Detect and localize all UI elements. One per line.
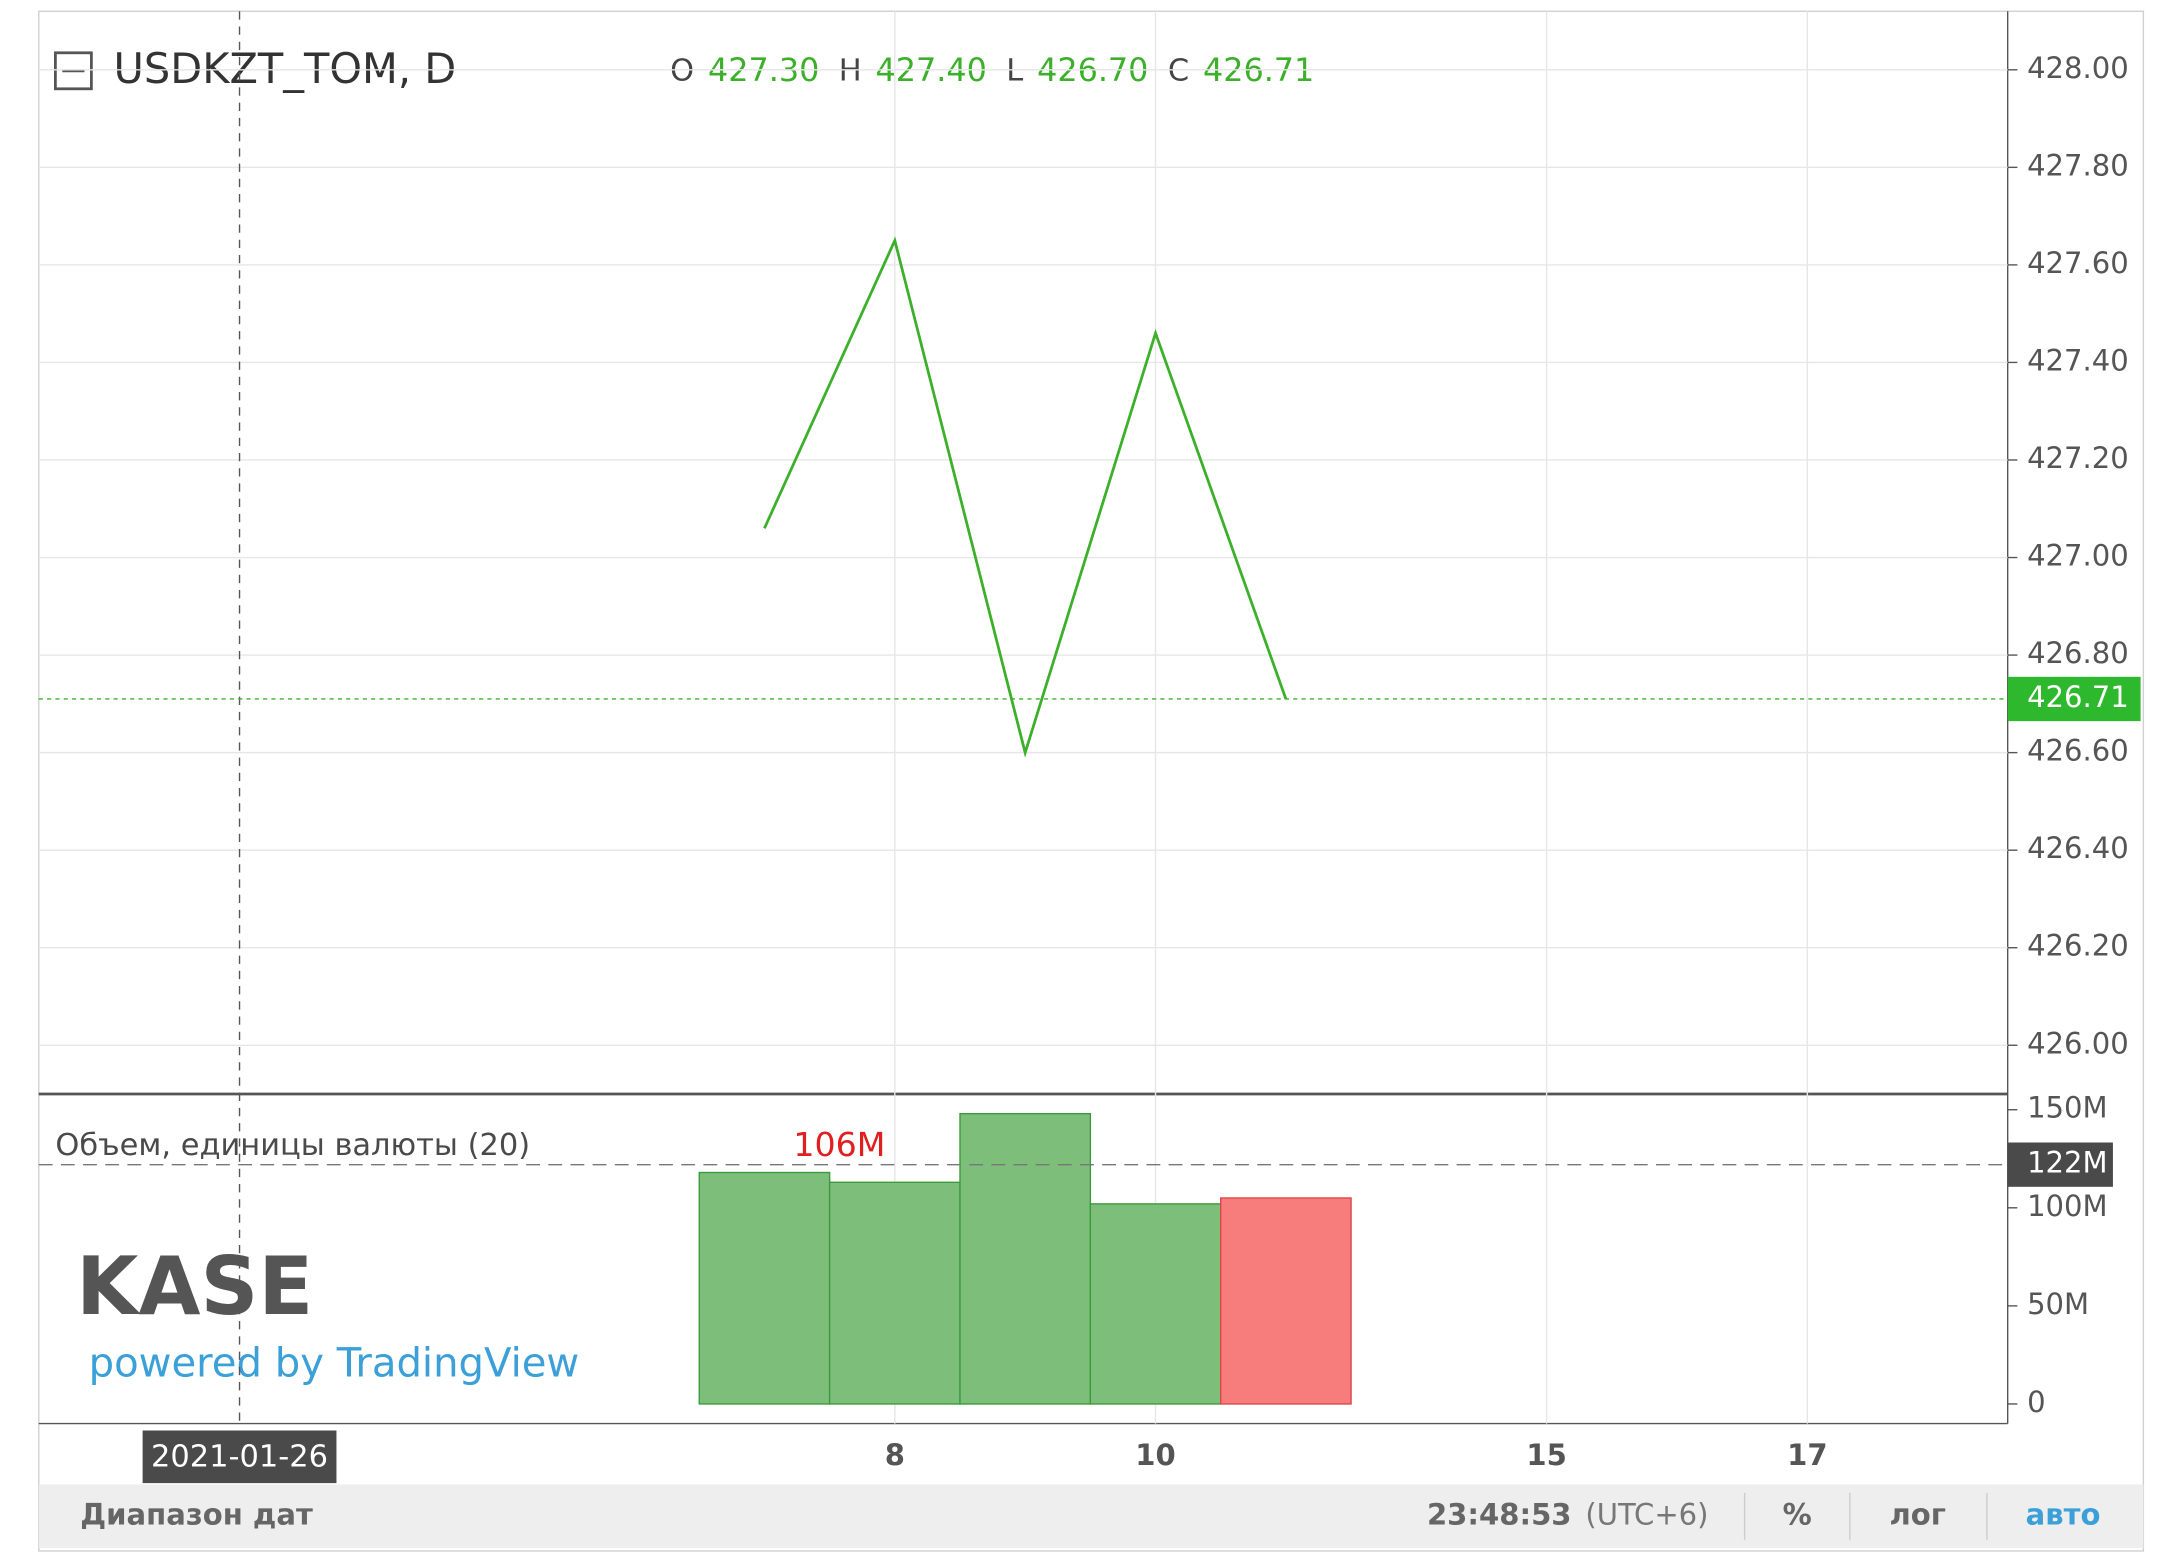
volume-bar (959, 1112, 1092, 1405)
volume-crosshair-label: 122M (2027, 1146, 2108, 1180)
x-tick-label: 10 (1135, 1438, 1175, 1472)
y-tick-label: 426.60 (2027, 734, 2129, 768)
ohlc-key: O (670, 54, 694, 89)
ohlc-key: H (839, 54, 862, 89)
crosshair-date-bg (142, 1430, 337, 1484)
footer-bar (38, 1484, 2144, 1549)
y-tick-label: 427.40 (2027, 343, 2129, 377)
x-tick-label: 8 (885, 1438, 905, 1472)
y-tick-label: 427.60 (2027, 246, 2129, 280)
price-line (763, 236, 1288, 758)
logo: KASE (76, 1239, 313, 1333)
last-price-badge (2007, 676, 2141, 722)
y-tick-label: 426.40 (2027, 831, 2129, 865)
volume-bar (1089, 1203, 1222, 1405)
collapse-button[interactable] (54, 51, 93, 91)
ohlc-key: L (1006, 54, 1023, 89)
x-tick-label: 17 (1787, 1438, 1827, 1472)
y-tick-label: 50M (2027, 1287, 2089, 1321)
y-tick-label: 427.00 (2027, 539, 2129, 573)
auto-button[interactable]: авто (2026, 1497, 2101, 1531)
y-tick-label: 427.80 (2027, 148, 2129, 182)
y-tick-label: 426.00 (2027, 1026, 2129, 1060)
symbol-title: USDKZT_TOM, D (114, 44, 457, 93)
y-tick-label: 427.20 (2027, 441, 2129, 475)
volume-bar (828, 1181, 961, 1405)
log-button[interactable]: лог (1889, 1497, 1945, 1531)
ohlc-key: C (1168, 54, 1189, 89)
y-tick-label: 426.20 (2027, 929, 2129, 963)
percent-button[interactable]: % (1783, 1497, 1812, 1531)
crosshair-date: 2021-01-26 (151, 1440, 328, 1475)
y-tick-label: 426.80 (2027, 636, 2129, 670)
timezone[interactable]: (UTC+6) (1585, 1497, 1708, 1531)
y-tick-label: 0 (2027, 1385, 2046, 1419)
y-tick-label: 100M (2027, 1189, 2108, 1223)
volume-value: 106M (793, 1125, 885, 1164)
volume-title: Объем, единицы валюты (20) (55, 1128, 530, 1163)
y-tick-label: 428.00 (2027, 51, 2129, 85)
volume-bar (698, 1171, 831, 1405)
x-tick-label: 15 (1526, 1438, 1566, 1472)
volume-crosshair-badge (2007, 1142, 2113, 1187)
clock: 23:48:53 (1427, 1497, 1572, 1531)
logo-tagline: powered by TradingView (89, 1340, 580, 1386)
date-range-button[interactable]: Диапазон дат (80, 1497, 313, 1531)
last-price-label: 426.71 (2027, 680, 2129, 714)
y-tick-label: 150M (2027, 1091, 2108, 1125)
volume-bar (1220, 1197, 1352, 1405)
